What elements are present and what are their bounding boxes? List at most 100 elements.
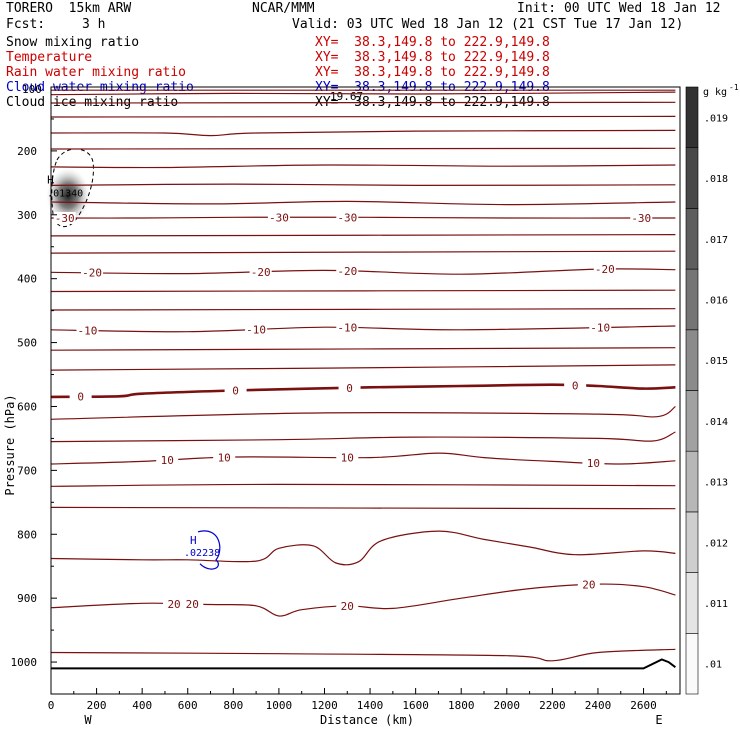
temperature-contour (50, 234, 676, 237)
colorbar-segment (685, 632, 699, 695)
y-tick-label: 200 (17, 145, 37, 158)
contour-label: -30 (269, 211, 289, 224)
colorbar-segment (685, 208, 699, 270)
snow-max-value: .01340 (47, 189, 83, 200)
x-tick-label: 400 (132, 699, 152, 712)
x-tick-label: 2000 (494, 699, 521, 712)
contour-label-bg (156, 454, 179, 467)
x-tick-label: 1800 (448, 699, 475, 712)
contour-label-bg (245, 323, 268, 336)
x-axis-label: Distance (km) (320, 713, 414, 727)
contour-label-bg (338, 381, 361, 394)
contour-label: -20 (337, 265, 357, 278)
snow-shading-blob (46, 167, 91, 224)
temperature-contour (50, 431, 676, 443)
temperature-contour (50, 325, 676, 333)
terrain-line (51, 658, 676, 670)
contour-label-bg (69, 390, 92, 403)
contour-label-bg (593, 263, 616, 276)
colorbar-segment (685, 390, 699, 452)
x-tick-label: 600 (178, 699, 198, 712)
contour-label: 20 (341, 600, 354, 613)
field-rain-xy: XY= 38.3,149.8 to 222.9,149.8 (315, 65, 550, 80)
contour-label: 10 (587, 457, 600, 470)
temperature-contour (50, 250, 676, 254)
field-snow-xy: XY= 38.3,149.8 to 222.9,149.8 (315, 35, 550, 50)
x-tick-label: 1400 (357, 699, 384, 712)
contour-label: -10 (590, 321, 610, 334)
x-tick-label: 200 (87, 699, 107, 712)
y-tick-label: 700 (17, 464, 37, 477)
colorbar-segment (685, 86, 699, 149)
colorbar-unit-exponent: -1 (729, 83, 739, 92)
forecast-label: Fcst: (6, 17, 46, 32)
temperature-contour (50, 115, 676, 118)
y-axis-label: Pressure (hPa) (3, 394, 17, 495)
colorbar-label: .017 (704, 235, 728, 246)
x-end-label-east: E (655, 713, 662, 727)
plot-frame (50, 86, 681, 695)
model-title: TORERO 15km ARW (6, 1, 132, 16)
x-tick-label: 800 (223, 699, 243, 712)
temperature-contour (50, 452, 676, 465)
colorbar-label: .013 (704, 478, 728, 489)
contour-label: -10 (246, 323, 266, 336)
colorbar-label: .015 (704, 356, 728, 367)
temperature-contour (50, 183, 676, 187)
temperature-contour (50, 347, 676, 351)
x-tick-label: 1200 (311, 699, 338, 712)
temperature-contour (50, 164, 676, 169)
cloud-water-contour (197, 530, 221, 570)
y-tick-label: 1000 (11, 656, 38, 669)
contour-label-bg (53, 211, 76, 224)
contour-label: 0 (77, 391, 84, 404)
contour-label: -30 (631, 212, 651, 225)
x-tick-label: 2200 (539, 699, 566, 712)
colorbar-segment (685, 511, 699, 573)
y-tick-label: 900 (17, 592, 37, 605)
field-temperature-label: Temperature (6, 50, 93, 65)
center-name: NCAR/MMM (252, 1, 315, 16)
contour-label: 20 (186, 598, 199, 611)
snow-dashed-contour (51, 148, 94, 228)
contour-label: -10 (337, 322, 357, 335)
temperature-contour (50, 308, 676, 311)
contour-label-bg (81, 266, 104, 279)
colorbar-label: .019 (704, 113, 728, 124)
contour-label-bg (336, 321, 359, 334)
init-time: Init: 00 UTC Wed 18 Jan 12 (517, 1, 721, 16)
temperature-contour (50, 268, 676, 275)
contour-label: 10 (341, 451, 354, 464)
y-tick-label: 300 (17, 209, 37, 222)
contour-label-bg (582, 456, 605, 469)
valid-time: Valid: 03 UTC Wed 18 Jan 12 (21 CST Tue … (292, 17, 684, 32)
contour-label: -20 (595, 263, 615, 276)
temperature-contour (50, 91, 676, 96)
snow-max-marker: H (47, 174, 54, 187)
temperature-contour (50, 289, 676, 293)
contour-label-bg (249, 265, 272, 278)
contour-label-bg (336, 265, 359, 278)
contour-label-bg (336, 451, 359, 464)
temperature-contour (50, 405, 676, 420)
contour-label: -10 (78, 324, 98, 337)
contour-label: 0 (572, 379, 579, 392)
contour-label-bg (577, 578, 600, 591)
colorbar-label: .018 (704, 174, 728, 185)
contour-label-bg (213, 451, 236, 464)
contour-label: -30 (337, 211, 357, 224)
contour-label-bg (564, 379, 587, 392)
colorbar-label: .01 (704, 660, 722, 671)
temperature-contour (50, 216, 676, 219)
y-tick-label: 800 (17, 528, 37, 541)
contour-label: -20 (82, 267, 102, 280)
contour-label: 10 (218, 451, 231, 464)
colorbar-segment (685, 147, 699, 209)
contour-label-bg (336, 211, 359, 224)
colorbar-label: .012 (704, 538, 728, 549)
contour-label-bg (181, 598, 204, 611)
y-tick-label: 500 (17, 337, 37, 350)
temperature-contour (50, 383, 676, 399)
temperature-contour (50, 147, 676, 150)
contour-label-bg (589, 321, 612, 334)
